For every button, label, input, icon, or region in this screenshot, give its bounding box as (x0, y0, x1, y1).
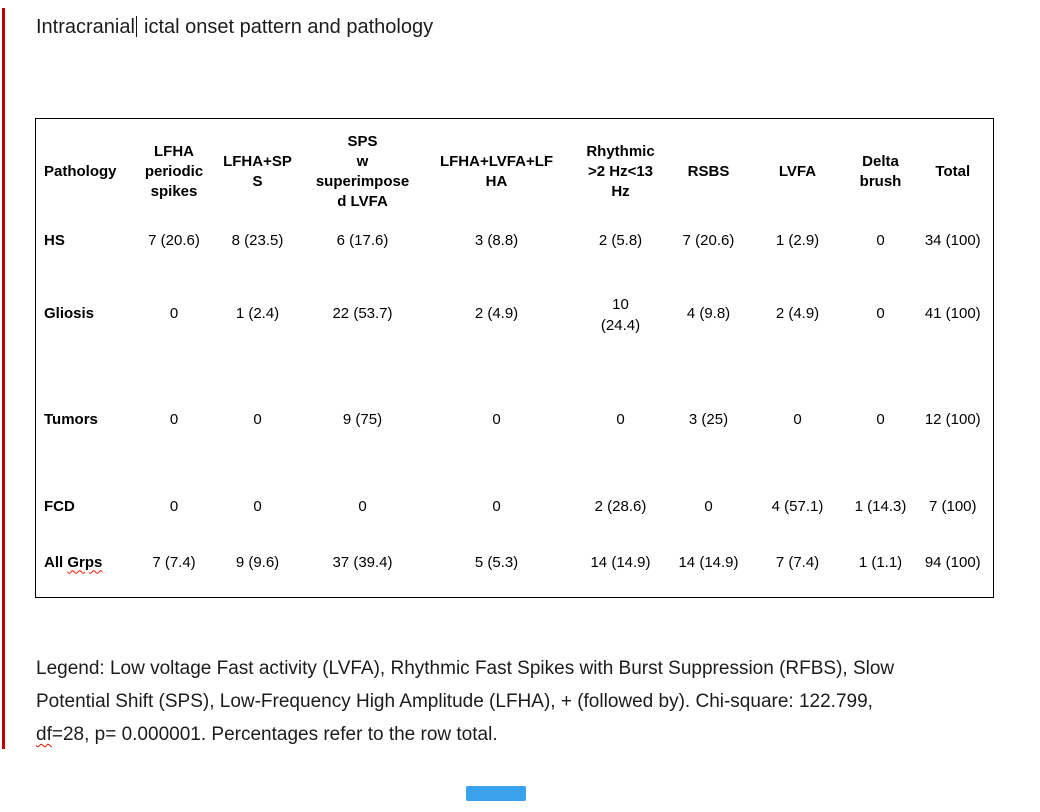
cell[interactable]: 7 (7.4) (775, 553, 820, 571)
legend-paragraph[interactable]: Legend: Low voltage Fast activity (LVFA)… (36, 652, 1016, 751)
blue-marker-bar (466, 786, 526, 801)
column-header-delta-brush[interactable]: Delta brush (859, 152, 902, 190)
change-indicator-bar (2, 8, 5, 749)
legend-line-2: Potential Shift (SPS), Low-Frequency Hig… (36, 691, 873, 712)
cell[interactable]: 1 (1.1) (858, 553, 903, 571)
cell[interactable]: 4 (57.1) (771, 497, 824, 515)
cell[interactable]: 41 (100) (924, 304, 981, 322)
cell[interactable]: 9 (75) (342, 410, 383, 428)
column-header-sps-w-superimposed-lvfa[interactable]: SPS w superimpose d LVFA (315, 132, 410, 210)
cell[interactable]: 22 (53.7) (332, 304, 393, 322)
cell[interactable]: 0 (169, 304, 179, 322)
column-header-lfha-lvfa-lfha[interactable]: LFHA+LVFA+LF HA (439, 152, 554, 190)
spellcheck-flagged-word: df (36, 724, 52, 745)
cell[interactable]: 0 (876, 231, 885, 249)
cell[interactable]: 1 (2.9) (775, 231, 820, 249)
cell[interactable]: 0 (169, 410, 179, 428)
spellcheck-flagged-word: Grps (67, 553, 103, 571)
cell[interactable]: 2 (4.9) (775, 304, 820, 322)
column-header-rhythmic-2-13hz[interactable]: Rhythmic >2 Hz<13 Hz (586, 142, 655, 200)
cell[interactable]: 4 (9.8) (686, 304, 731, 322)
pathology-table: Pathology LFHA periodic spikes LFHA+SP S… (35, 118, 994, 598)
cell[interactable]: 12 (100) (924, 410, 981, 428)
cell[interactable]: 37 (39.4) (332, 553, 393, 571)
cell[interactable]: 8 (23.5) (231, 231, 284, 249)
cell[interactable]: 0 (358, 497, 367, 515)
cell[interactable]: 14 (14.9) (678, 553, 739, 571)
column-header-total[interactable]: Total (935, 162, 971, 180)
cell[interactable]: 7 (7.4) (152, 553, 196, 571)
row-label[interactable]: Tumors (44, 410, 98, 428)
row-label[interactable]: FCD (44, 497, 75, 515)
document-title[interactable]: Intracranial ictal onset pattern and pat… (36, 15, 433, 40)
cell[interactable]: 9 (9.6) (235, 553, 280, 571)
cell[interactable]: 2 (28.6) (594, 497, 647, 515)
cell[interactable]: 0 (876, 304, 885, 322)
column-header-pathology[interactable]: Pathology (44, 162, 117, 180)
table-row-gliosis: Gliosis 0 1 (2.4) 22 (53.7) 2 (4.9) 10 (… (36, 289, 994, 404)
table-header-row: Pathology LFHA periodic spikes LFHA+SP S… (36, 119, 994, 225)
cell[interactable]: 0 (492, 410, 501, 428)
row-label[interactable]: All Grps (44, 553, 103, 571)
cell[interactable]: 1 (14.3) (854, 497, 907, 515)
cell[interactable]: 5 (5.3) (474, 553, 519, 571)
table-row-fcd: FCD 0 0 0 0 2 (28.6) 0 4 (57.1) 1 (14.3)… (36, 491, 994, 547)
column-header-rsbs[interactable]: RSBS (687, 162, 730, 180)
cell[interactable]: 7 (100) (928, 497, 977, 515)
column-header-lvfa[interactable]: LVFA (778, 162, 817, 180)
cell[interactable]: 94 (100) (924, 553, 981, 571)
table-row-hs: HS 7 (20.6) 8 (23.5) 6 (17.6) 3 (8.8) 2 … (36, 225, 994, 289)
cell[interactable]: 2 (5.8) (598, 231, 643, 249)
cell[interactable]: 3 (25) (688, 410, 729, 428)
column-header-lfha-sps[interactable]: LFHA+SP S (223, 152, 292, 190)
table-row-all-grps: All Grps 7 (7.4) 9 (9.6) 37 (39.4) 5 (5.… (36, 547, 994, 598)
cell[interactable]: 0 (793, 410, 802, 428)
cell[interactable]: 0 (616, 410, 625, 428)
cell[interactable]: 0 (253, 410, 262, 428)
text-cursor (135, 16, 138, 37)
cell[interactable]: 2 (4.9) (474, 304, 519, 322)
column-header-lfha-periodic-spikes[interactable]: LFHA periodic spikes (144, 142, 204, 200)
cell[interactable]: 0 (704, 497, 713, 515)
legend-line-3: df=28, p= 0.000001. Percentages refer to… (36, 724, 498, 745)
row-label[interactable]: HS (44, 231, 65, 249)
cell[interactable]: 10 (24.4) (600, 295, 641, 334)
cell[interactable]: 0 (876, 410, 885, 428)
table-row-tumors: Tumors 0 0 9 (75) 0 0 3 (25) 0 0 12 (100… (36, 404, 994, 491)
cell[interactable]: 14 (14.9) (590, 553, 651, 571)
legend-line-1: Legend: Low voltage Fast activity (LVFA)… (36, 658, 895, 679)
cell[interactable]: 3 (8.8) (474, 231, 519, 249)
cell[interactable]: 6 (17.6) (336, 231, 389, 249)
cell[interactable]: 1 (2.4) (235, 304, 280, 322)
cell[interactable]: 0 (492, 497, 501, 515)
title-text-after-cursor: ictal onset pattern and pathology (138, 16, 434, 38)
cell[interactable]: 0 (169, 497, 179, 515)
cell[interactable]: 7 (20.6) (148, 231, 200, 249)
row-label[interactable]: Gliosis (44, 304, 95, 322)
title-text-before-cursor: Intracranial (36, 16, 135, 38)
cell[interactable]: 34 (100) (924, 231, 981, 249)
cell[interactable]: 0 (253, 497, 262, 515)
cell[interactable]: 7 (20.6) (682, 231, 735, 249)
